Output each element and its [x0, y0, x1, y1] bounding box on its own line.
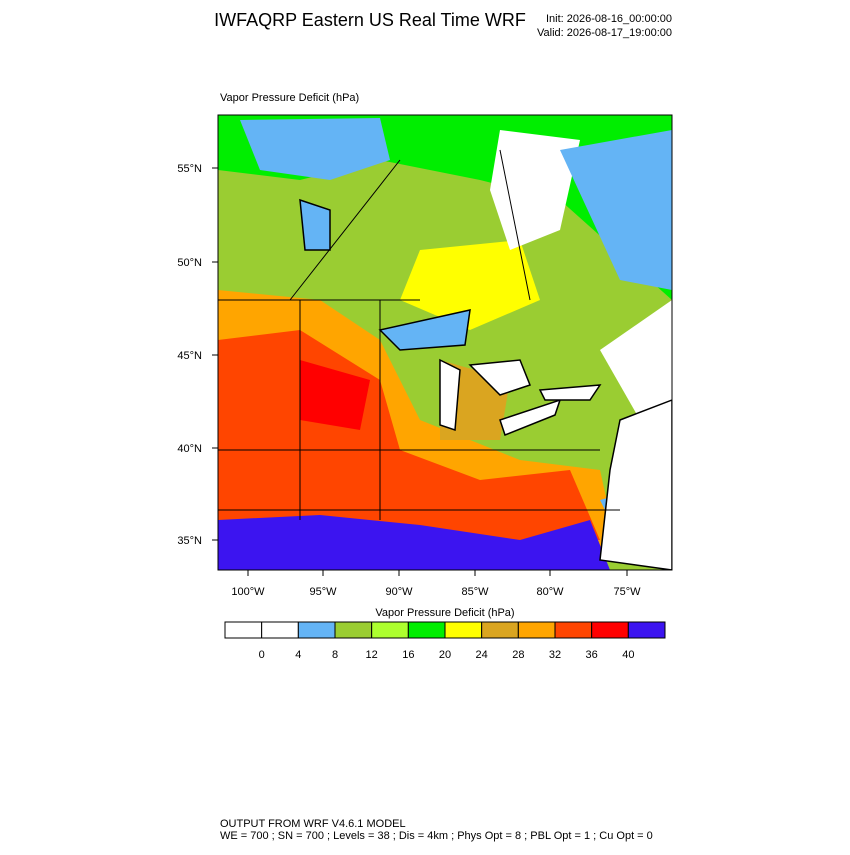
lat-label: 50°N	[177, 257, 202, 269]
map-subtitle: Vapor Pressure Deficit (hPa)	[220, 92, 359, 104]
colorbar-label: 4	[295, 649, 301, 661]
colorbar-box	[407, 621, 446, 639]
colorbar-label: 24	[476, 649, 488, 661]
footer-line: OUTPUT FROM WRF V4.6.1 MODEL	[220, 818, 406, 830]
lon-label: 80°W	[536, 586, 564, 598]
colorbar-box	[554, 621, 593, 639]
colorbar-box	[297, 621, 336, 639]
init-time: Init: 2026-08-16_00:00:00	[546, 13, 672, 25]
colorbar-label: 20	[439, 649, 451, 661]
title: IWFAQRP Eastern US Real Time WRF	[214, 10, 526, 30]
colorbar-box	[224, 621, 263, 639]
colorbar-label: 0	[259, 649, 265, 661]
lon-label: 85°W	[461, 586, 489, 598]
colorbar-box	[371, 621, 409, 639]
colorbar-box	[517, 621, 556, 639]
lat-label: 40°N	[177, 443, 202, 455]
colorbar-title: Vapor Pressure Deficit (hPa)	[375, 607, 514, 619]
colorbar-box	[627, 621, 666, 639]
colorbar-label: 8	[332, 649, 338, 661]
lat-label: 35°N	[177, 535, 202, 547]
lon-label: 75°W	[613, 586, 641, 598]
colorbar-box	[481, 621, 519, 639]
lon-label: 90°W	[385, 586, 413, 598]
colorbar-label: 12	[366, 649, 378, 661]
lon-label: 95°W	[309, 586, 337, 598]
colorbar-label: 28	[512, 649, 524, 661]
lon-label: 100°W	[231, 586, 265, 598]
colorbar-box	[334, 621, 373, 639]
footer-line: WE = 700 ; SN = 700 ; Levels = 38 ; Dis …	[220, 830, 653, 842]
lat-label: 55°N	[177, 163, 202, 175]
map	[217, 114, 673, 571]
colorbar-label: 36	[586, 649, 598, 661]
lat-label: 45°N	[177, 350, 202, 362]
colorbar-box	[591, 621, 629, 639]
colorbar-box	[261, 621, 299, 639]
colorbar-label: 32	[549, 649, 561, 661]
colorbar-box	[444, 621, 483, 639]
valid-time: Valid: 2026-08-17_19:00:00	[537, 27, 672, 39]
colorbar-label: 16	[402, 649, 414, 661]
colorbar-label: 40	[622, 649, 634, 661]
